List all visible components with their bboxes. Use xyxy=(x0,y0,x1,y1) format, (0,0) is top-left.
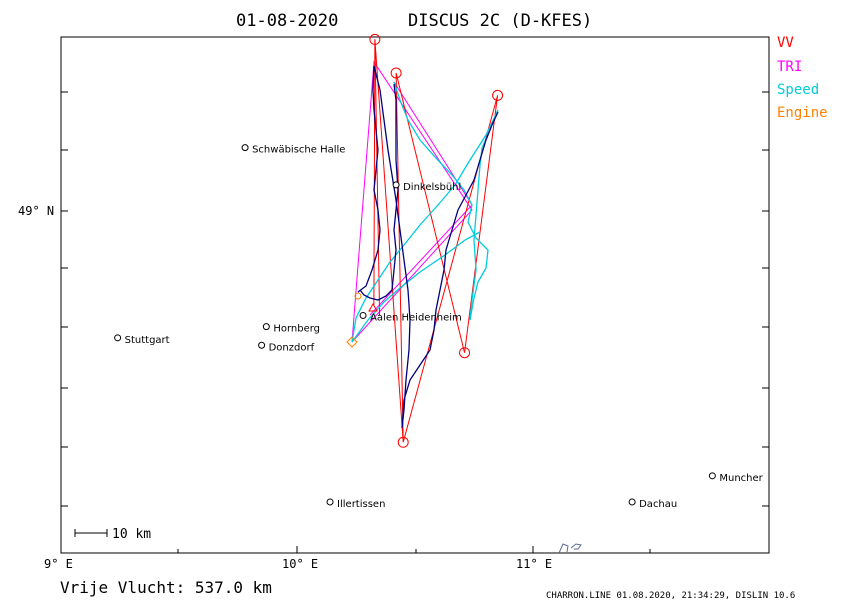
legend-tri: TRI xyxy=(777,59,802,75)
flight-date: 01-08-2020 xyxy=(236,11,338,31)
city-label: Aalen Heidenheim xyxy=(370,312,462,323)
turnpoints xyxy=(346,33,504,448)
city-label: Dachau xyxy=(639,499,677,510)
start-marker xyxy=(346,336,358,348)
city-marker xyxy=(262,323,270,331)
longitude-label-11e: 11° E xyxy=(516,557,552,571)
turnpoint-marker xyxy=(492,89,504,101)
scale-bar: 10 km xyxy=(74,527,151,542)
legend-vv: VV xyxy=(777,35,794,51)
triangle-route xyxy=(351,60,473,343)
tri-line xyxy=(351,60,473,343)
city-label: Illertissen xyxy=(337,499,385,510)
glider-title: DISCUS 2C (D-KFES) xyxy=(408,11,592,31)
legend-engine: Engine xyxy=(777,105,828,121)
free-flight-distance: Vrije Vlucht: 537.0 km xyxy=(60,578,272,597)
scale-label: 10 km xyxy=(112,527,151,542)
plot-frame xyxy=(60,36,770,554)
turnpoint-marker xyxy=(459,347,471,359)
legend-speed: Speed xyxy=(777,82,819,98)
lake-outline xyxy=(558,543,582,554)
speed-line xyxy=(469,109,499,321)
city-label: Hornberg xyxy=(273,324,320,335)
free-flight-route xyxy=(373,39,499,443)
vv-leg-line xyxy=(373,39,376,306)
turnpoint-marker xyxy=(397,436,409,448)
city-marker xyxy=(258,341,266,349)
speed-line xyxy=(351,231,481,343)
city-marker xyxy=(359,311,367,319)
turnpoint-marker xyxy=(369,33,381,45)
city-label: Schwäbische Halle xyxy=(252,145,345,156)
speed-line xyxy=(393,81,489,321)
turnpoint-marker xyxy=(390,67,402,79)
tri-line xyxy=(369,81,473,316)
gps-track xyxy=(357,65,499,429)
axis-ticks xyxy=(60,91,769,553)
city-marker xyxy=(114,334,122,342)
city-label: Stuttgart xyxy=(125,335,170,346)
city-marker xyxy=(241,144,249,152)
credit-line: CHARRON.LINE 01.08.2020, 21:34:29, DISLI… xyxy=(546,591,795,601)
city-marker xyxy=(392,181,400,189)
cities: Schwäbische Halle Dinkelsbühl Aalen Heiden… xyxy=(114,144,764,510)
city-label: Dinkelsbühl xyxy=(403,182,461,193)
city-marker xyxy=(628,498,636,506)
longitude-label-9e: 9° E xyxy=(44,557,73,571)
city-label: Donzdorf xyxy=(269,342,315,353)
latitude-label: 49° N xyxy=(18,204,54,218)
longitude-label-10e: 10° E xyxy=(282,557,318,571)
city-marker xyxy=(326,498,334,506)
finish-marker xyxy=(368,302,378,312)
track-line xyxy=(357,65,499,429)
city-marker xyxy=(708,472,716,480)
track-line xyxy=(359,83,399,301)
speed-line xyxy=(351,109,499,343)
engine-marker xyxy=(354,292,362,300)
city-label: Muncher xyxy=(719,473,763,484)
